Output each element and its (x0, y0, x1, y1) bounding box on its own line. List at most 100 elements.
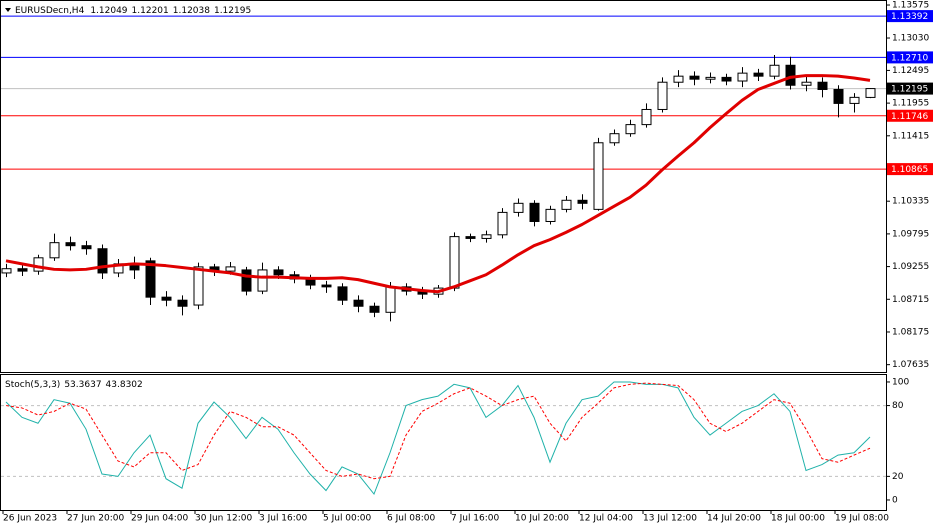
candle-body (385, 286, 396, 313)
candle-body (273, 269, 284, 276)
low: 1.12038 (173, 6, 210, 16)
candle-body (465, 236, 476, 239)
candle-body (593, 142, 604, 210)
x-tick-label: 10 Jul 20:00 (515, 514, 569, 524)
x-tick-label: 29 Jun 04:00 (131, 514, 188, 524)
candle-body (337, 286, 348, 301)
y-tick-label: 1.13575 (892, 1, 929, 11)
level-box (887, 82, 933, 95)
candle-body (17, 268, 28, 272)
candle-body (753, 72, 764, 77)
candle-body (513, 202, 524, 213)
x-tick-label: 7 Jul 16:00 (451, 514, 500, 524)
indicator-frame (0, 374, 887, 511)
y-tick-label: 100 (892, 377, 909, 387)
candle-body (561, 199, 572, 210)
candle-body (97, 248, 108, 274)
level-label: 1.10865 (891, 165, 928, 175)
indicator-header: Stoch(5,3,3) 53.3637 43.8302 (5, 380, 143, 390)
candle-body (657, 81, 668, 110)
candle-body (81, 245, 92, 250)
candle-body (737, 72, 748, 82)
candle-body (641, 108, 652, 126)
stoch-line (5, 381, 871, 496)
level-label: 1.12710 (891, 53, 928, 63)
candle-body (241, 269, 252, 292)
candle-body (353, 299, 364, 307)
y-tick-label: 1.08715 (892, 295, 929, 305)
candle-body (849, 96, 860, 104)
x-tick-label: 26 Jun 2023 (3, 514, 57, 524)
level-box (887, 51, 933, 64)
y-tick-label: 1.09255 (892, 262, 929, 272)
x-tick-label: 18 Jul 00:00 (771, 514, 825, 524)
level-box (887, 109, 933, 122)
x-tick-label: 12 Jul 04:00 (579, 514, 633, 524)
candle-body (49, 242, 60, 259)
y-tick-label: 20 (892, 472, 904, 482)
stoch-line (5, 382, 871, 480)
candle-body (225, 266, 236, 272)
x-tick-label: 3 Jul 16:00 (259, 514, 308, 524)
x-tick-label: 13 Jul 12:00 (643, 514, 697, 524)
candle-body (321, 284, 332, 288)
y-tick-label: 1.08175 (892, 327, 929, 337)
moving-average (5, 74, 871, 294)
menu-icon[interactable] (5, 8, 11, 12)
open: 1.12049 (90, 6, 127, 16)
candle-body (305, 278, 316, 286)
candle-body (481, 234, 492, 239)
candle-body (369, 305, 380, 313)
close: 1.12195 (214, 6, 251, 16)
candle-body (833, 88, 844, 104)
y-tick-label: 1.09795 (892, 229, 929, 239)
candle-body (257, 269, 268, 292)
level-box (887, 163, 933, 176)
candle-body (33, 257, 44, 272)
high: 1.12201 (132, 6, 169, 16)
candle-body (449, 236, 460, 289)
x-tick-label: 19 Jul 08:00 (835, 514, 889, 524)
candle-body (865, 88, 876, 98)
y-tick-label: 1.11955 (892, 99, 929, 109)
candle-body (545, 208, 556, 222)
y-tick-label: 1.13030 (892, 34, 929, 44)
candle-body (65, 242, 76, 247)
candle-body (161, 296, 172, 301)
main-value: 53.3637 (64, 380, 101, 390)
candle-body (785, 64, 796, 86)
candle-body (689, 75, 700, 80)
candle-body (817, 81, 828, 90)
y-tick-label: 1.07635 (892, 360, 929, 370)
candle-body (529, 202, 540, 222)
level-label: 1.11746 (891, 112, 928, 122)
level-label: 1.12195 (891, 85, 928, 95)
candle-body (769, 64, 780, 77)
indicator-name: Stoch(5,3,3) (5, 380, 60, 390)
candle-body (193, 266, 204, 306)
candle-body (625, 124, 636, 135)
y-tick-label: 1.11415 (892, 131, 929, 141)
level-box (887, 10, 933, 23)
candle-body (177, 299, 188, 307)
x-tick-label: 30 Jun 12:00 (195, 514, 252, 524)
candle-body (577, 199, 588, 204)
level-label: 1.13392 (891, 12, 928, 22)
price-frame (0, 0, 887, 373)
x-tick-label: 5 Jul 00:00 (323, 514, 372, 524)
header: EURUSDecn,H4 1.12049 1.12201 1.12038 1.12195 (15, 6, 251, 16)
x-tick-label: 27 Jun 20:00 (67, 514, 124, 524)
x-tick-label: 14 Jul 20:00 (707, 514, 761, 524)
x-tick-label: 6 Jul 08:00 (387, 514, 436, 524)
candle-body (609, 133, 620, 144)
y-tick-label: 1.12495 (892, 66, 929, 76)
candle-body (1, 268, 12, 274)
candle-body (801, 81, 812, 86)
y-tick-label: 1.10335 (892, 197, 929, 207)
symbol: EURUSDecn,H4 (15, 6, 85, 16)
y-tick-label: 80 (892, 401, 904, 411)
candle-body (145, 260, 156, 298)
y-tick-label: 0 (892, 495, 898, 505)
